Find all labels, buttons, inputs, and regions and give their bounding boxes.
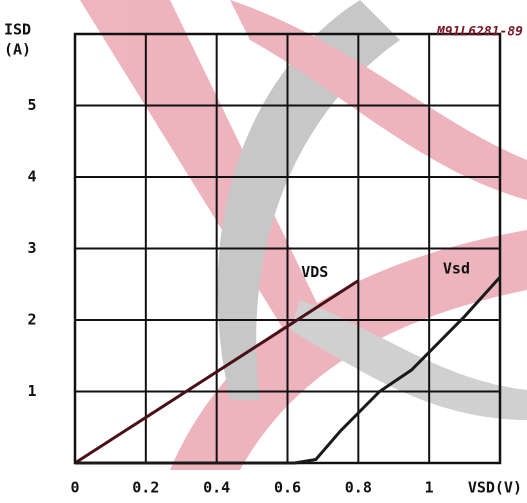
watermark (80, 0, 527, 470)
figure-code: M91L6281-89 (436, 25, 523, 40)
x-tick-label: 0.6 (274, 479, 301, 497)
y-tick-label: 1 (27, 382, 36, 400)
y-tick-label: 4 (27, 168, 36, 186)
series-label: Vsd (443, 260, 470, 278)
x-tick-label: 0 (70, 479, 79, 497)
y-axis-label: ISD (4, 21, 31, 39)
x-tick-label: 0.8 (345, 479, 372, 497)
y-tick-label: 2 (27, 311, 36, 329)
series-line (75, 276, 502, 465)
x-axis-label: VSD(V) (468, 479, 522, 497)
series-line (74, 279, 360, 465)
y-tick-label: 3 (27, 239, 36, 257)
y-tick-label: 5 (27, 96, 36, 114)
series-label: VDS (301, 263, 328, 281)
x-tick-label: 1 (425, 479, 434, 497)
x-tick-label: 0.2 (132, 479, 159, 497)
x-tick-label: 0.4 (203, 479, 230, 497)
y-axis-label: (A) (4, 41, 31, 59)
